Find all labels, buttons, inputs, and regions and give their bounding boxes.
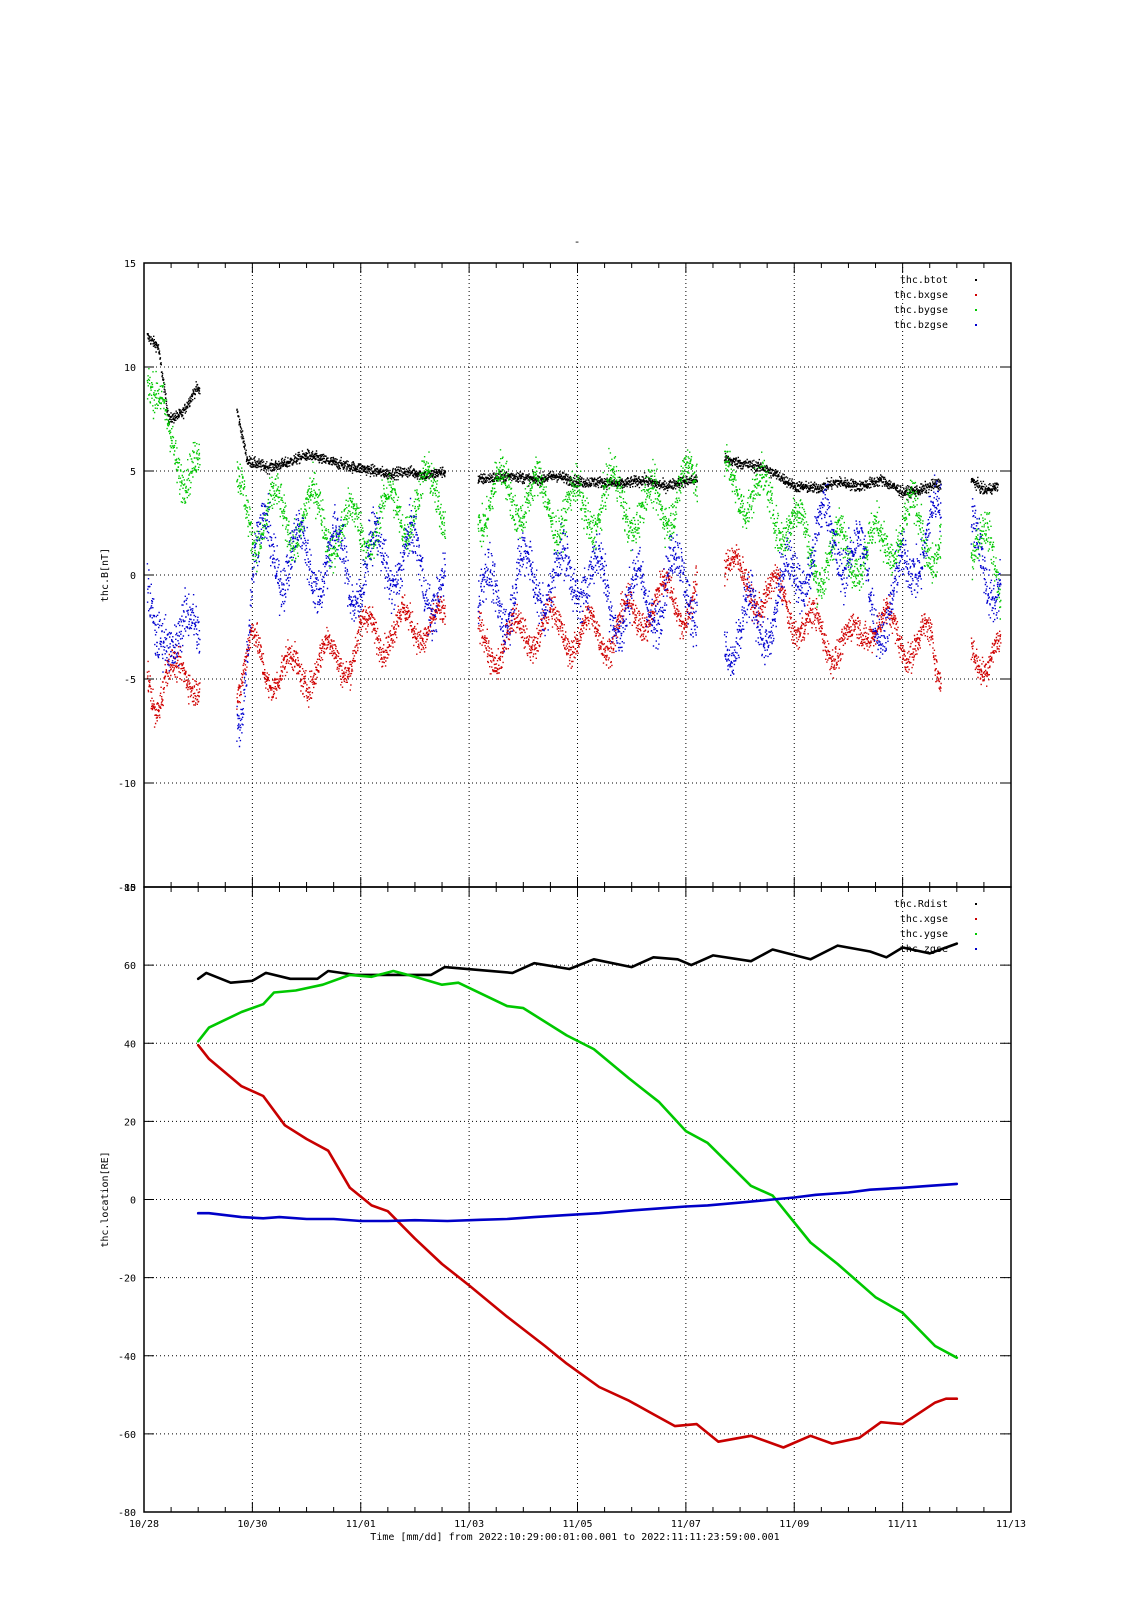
series-line-thc-ygse <box>196 969 959 1359</box>
legend-label: thc.bzgse <box>894 320 948 331</box>
x-tick-label: 11/03 <box>454 1519 484 1530</box>
x-tick-label: 11/05 <box>562 1519 592 1530</box>
text-layer: - Time [mm/dd] from 2022:10:29:00:01:00.… <box>100 235 1026 1543</box>
y-tick-label: 15 <box>124 259 136 270</box>
x-tick-label: 11/09 <box>779 1519 809 1530</box>
x-axis-title: Time [mm/dd] from 2022:10:29:00:01:00.00… <box>370 1532 779 1543</box>
series-group <box>146 333 1002 748</box>
legend-marker <box>975 324 977 326</box>
top-mark: - <box>574 235 581 248</box>
y-tick-label: 10 <box>124 363 136 374</box>
series-line-thc-Rdist <box>196 942 959 985</box>
data-layer <box>146 333 1002 1449</box>
x-tick-label: 10/28 <box>129 1519 159 1530</box>
y-tick-label: 60 <box>124 961 136 972</box>
y-tick-label: -20 <box>118 1274 136 1285</box>
y-tick-label: 0 <box>130 571 136 582</box>
legend-marker <box>975 948 977 950</box>
y-axis-title: thc.location[RE] <box>100 1151 111 1247</box>
legend-marker <box>975 918 977 920</box>
y-tick-label: 80 <box>124 883 136 894</box>
series-points-thc-bxgse <box>146 544 1002 728</box>
y-tick-label: 5 <box>130 467 136 478</box>
legend-marker <box>975 294 977 296</box>
series-points-thc-bygse <box>146 368 1002 620</box>
legend-marker <box>975 903 977 905</box>
legend-label: thc.xgse <box>900 914 948 925</box>
y-tick-label: -10 <box>118 779 136 790</box>
legend-label: thc.btot <box>900 275 948 286</box>
series-points-thc-btot <box>146 333 999 501</box>
legend-label: thc.zgse <box>900 944 948 955</box>
y-tick-label: -5 <box>124 675 136 686</box>
x-tick-label: 11/07 <box>671 1519 701 1530</box>
y-tick-label: 0 <box>130 1196 136 1207</box>
y-tick-label: -40 <box>118 1352 136 1363</box>
y-tick-label: 20 <box>124 1117 136 1128</box>
y-tick-label: -80 <box>118 1508 136 1519</box>
x-tick-label: 11/11 <box>888 1519 918 1530</box>
panel-frame <box>143 886 1012 1513</box>
frame-layer <box>143 262 1012 1513</box>
y-tick-label: -60 <box>118 1430 136 1441</box>
series-group <box>196 942 959 1449</box>
y-axis-title: thc.B[nT] <box>100 548 111 602</box>
series-points-thc-bzgse <box>146 474 1002 748</box>
series-line-thc-zgse <box>196 1182 959 1223</box>
legend-marker <box>975 309 977 311</box>
legend-marker <box>975 279 977 281</box>
grid-layer <box>144 263 1011 1512</box>
x-tick-label: 10/30 <box>237 1519 267 1530</box>
legend-label: thc.Rdist <box>894 899 948 910</box>
legend-marker <box>975 933 977 935</box>
x-tick-label: 11/13 <box>996 1519 1026 1530</box>
legend-label: thc.ygse <box>900 929 948 940</box>
y-tick-label: 40 <box>124 1039 136 1050</box>
series-line-thc-xgse <box>196 1043 959 1449</box>
y-tick-label: -15 <box>118 883 136 894</box>
legend-label: thc.bygse <box>894 305 948 316</box>
legend-label: thc.bxgse <box>894 290 948 301</box>
x-tick-label: 11/01 <box>346 1519 376 1530</box>
